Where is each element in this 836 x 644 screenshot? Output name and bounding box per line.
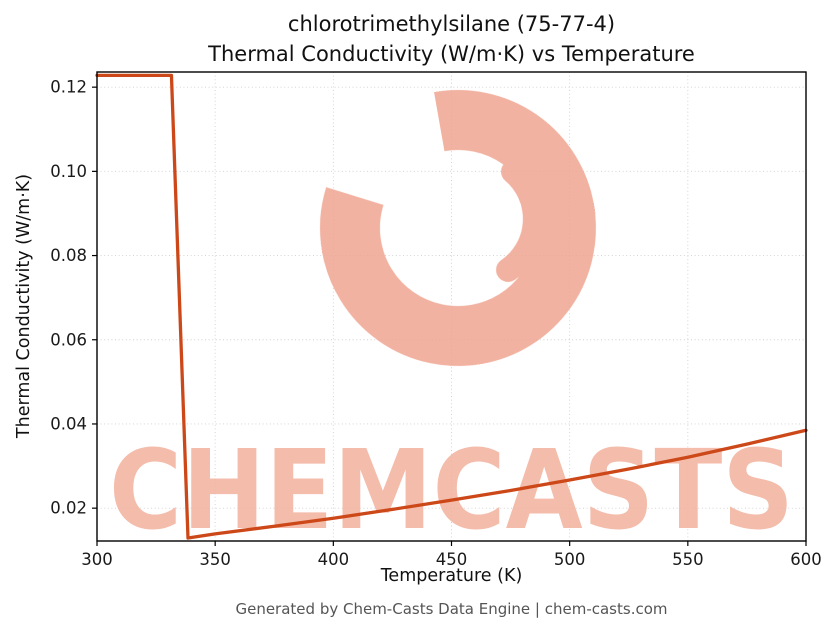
x-tick-label: 550 [672,550,704,569]
y-tick-label: 0.06 [50,330,87,349]
watermark: CHEMCASTS [109,90,794,554]
y-tick-label: 0.12 [50,78,87,97]
footer-credit: Generated by Chem-Casts Data Engine | ch… [235,600,668,618]
x-tick-label: 450 [436,550,468,569]
x-tick-label: 350 [199,550,231,569]
x-tick-label: 300 [81,550,113,569]
x-axis-label: Temperature (K) [380,566,523,586]
y-tick-label: 0.10 [50,162,87,181]
y-tick-label: 0.08 [50,246,87,265]
y-tick-label: 0.02 [50,499,87,518]
watermark-swirl-ring [320,90,596,366]
watermark-swirl-logo [320,90,596,366]
chart-title: chlorotrimethylsilane (75-77-4) Thermal … [97,10,806,70]
y-tick-label: 0.04 [50,414,87,433]
chart-title-line2: Thermal Conductivity (W/m·K) vs Temperat… [208,41,695,66]
data-series-line [95,73,808,540]
y-axis-label: Thermal Conductivity (W/m·K) [14,173,34,439]
chart-title-line1: chlorotrimethylsilane (75-77-4) [287,12,616,36]
watermark-swirl-tail [496,159,547,282]
x-tick-label: 600 [790,550,822,569]
x-tick-label: 400 [318,550,350,569]
x-tick-label: 500 [554,550,586,569]
